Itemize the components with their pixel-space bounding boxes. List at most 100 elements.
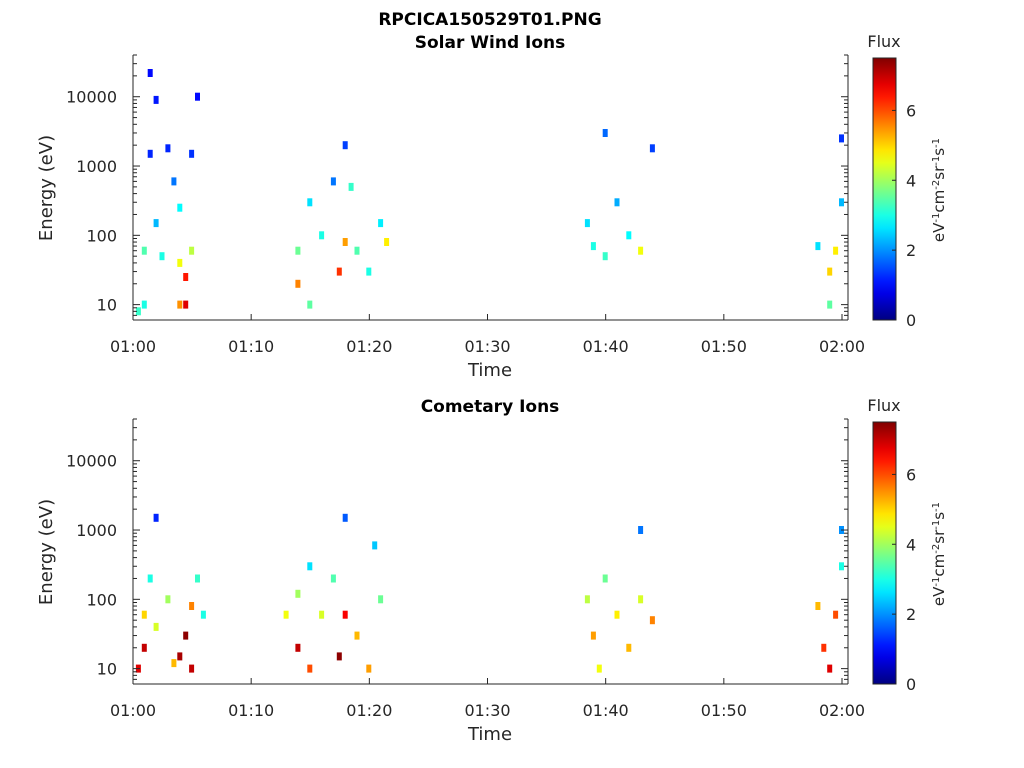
colorbar-tick-label: 2: [906, 241, 916, 260]
y-axis-label-cometary: Energy (eV): [36, 499, 57, 605]
data-cell: [839, 562, 844, 571]
data-cell: [602, 574, 608, 583]
data-cell: [649, 144, 655, 153]
data-cell: [183, 631, 189, 640]
y-tick-label: 10: [97, 660, 117, 679]
data-cell: [295, 643, 301, 652]
data-cell: [626, 231, 632, 240]
data-cell: [839, 198, 844, 207]
x-tick-label: 01:10: [228, 337, 274, 356]
data-cell: [177, 203, 183, 212]
y-axis-label-solar-wind: Energy (eV): [36, 135, 57, 241]
data-cell: [584, 219, 590, 228]
data-cell: [141, 643, 147, 652]
data-cell: [342, 513, 348, 522]
y-tick-label: 100: [86, 226, 117, 245]
data-cell: [159, 252, 165, 261]
data-cell: [183, 300, 189, 309]
panel-title-cometary: Cometary Ions: [421, 397, 560, 417]
data-cell: [195, 92, 200, 101]
colorbar-tick-label: 4: [906, 171, 916, 190]
data-cell: [638, 246, 644, 255]
data-cell: [638, 595, 644, 604]
data-cell: [366, 267, 372, 276]
data-cell: [319, 610, 325, 619]
data-cell: [153, 513, 159, 522]
x-tick-label: 02:00: [819, 701, 865, 720]
x-tick-label: 01:00: [110, 337, 156, 356]
panel-title-solar-wind: Solar Wind Ions: [415, 33, 566, 53]
data-cell: [153, 622, 159, 631]
data-cell: [189, 149, 195, 158]
data-cell: [596, 664, 602, 673]
x-axis-label-solar-wind: Time: [467, 360, 512, 381]
data-cell: [348, 182, 354, 191]
data-cell: [372, 541, 378, 550]
y-tick-label: 100: [86, 590, 117, 609]
data-cell: [378, 219, 384, 228]
colorbar-title-solar-wind: Flux: [867, 32, 900, 51]
colorbar-tick-label: 6: [906, 101, 916, 120]
figure-title: RPCICA150529T01.PNG: [378, 10, 601, 30]
colorbar-title-cometary: Flux: [867, 396, 900, 415]
solar-wind-panel: Solar Wind Ions Energy (eV) Time Flux eV…: [36, 32, 948, 381]
data-cell: [141, 246, 147, 255]
data-cell: [614, 198, 620, 207]
data-cell: [815, 602, 821, 610]
data-cell: [171, 659, 177, 668]
data-cell: [342, 238, 348, 246]
data-cell: [602, 252, 608, 261]
data-cell: [354, 631, 360, 640]
colorbar-tick-label: 4: [906, 535, 916, 554]
x-tick-label: 01:20: [346, 337, 392, 356]
data-cell: [153, 219, 159, 228]
data-cell: [141, 300, 147, 309]
data-cell: [342, 610, 348, 619]
data-cell: [307, 198, 313, 207]
cometary-panel: Cometary Ions Energy (eV) Time Flux eV-1…: [36, 396, 948, 745]
data-cell: [336, 267, 342, 276]
data-cell: [135, 307, 141, 316]
x-tick-label: 01:50: [701, 337, 747, 356]
data-cell: [342, 141, 348, 150]
data-cell: [626, 643, 632, 652]
data-cell: [839, 134, 844, 143]
data-cell: [584, 595, 590, 604]
x-tick-label: 01:00: [110, 701, 156, 720]
colorbar-label-solar-wind: eV-1cm-2sr-1s-1: [930, 138, 948, 242]
data-cell: [307, 300, 313, 309]
x-tick-label: 01:40: [583, 701, 629, 720]
data-cell: [189, 602, 195, 610]
data-cell: [815, 242, 821, 251]
data-cell: [354, 246, 360, 255]
plot-area: [133, 419, 848, 684]
x-tick-label: 01:50: [701, 701, 747, 720]
x-axis-label-cometary: Time: [467, 724, 512, 745]
data-cell: [366, 664, 372, 673]
data-cell: [384, 238, 390, 246]
colorbar-tick-label: 2: [906, 605, 916, 624]
data-cell: [295, 279, 301, 288]
data-cell: [165, 144, 171, 153]
colorbar-tick-label: 0: [906, 675, 916, 694]
data-cell: [590, 242, 596, 251]
data-cell: [590, 631, 596, 640]
data-cell: [638, 526, 644, 534]
data-cell: [147, 69, 153, 77]
data-cell: [147, 574, 153, 583]
y-tick-label: 10: [97, 296, 117, 315]
data-cell: [330, 574, 336, 583]
y-tick-label: 10000: [66, 452, 117, 471]
data-cell: [141, 610, 147, 619]
data-cell: [171, 177, 177, 186]
colorbar-tick-label: 6: [906, 465, 916, 484]
data-cell: [283, 610, 289, 619]
data-cell: [200, 610, 206, 619]
y-tick-label: 10000: [66, 88, 117, 107]
data-cell: [378, 595, 384, 604]
data-cell: [827, 664, 833, 673]
data-cell: [189, 246, 195, 255]
data-cell: [153, 95, 159, 104]
x-tick-label: 01:30: [464, 701, 510, 720]
